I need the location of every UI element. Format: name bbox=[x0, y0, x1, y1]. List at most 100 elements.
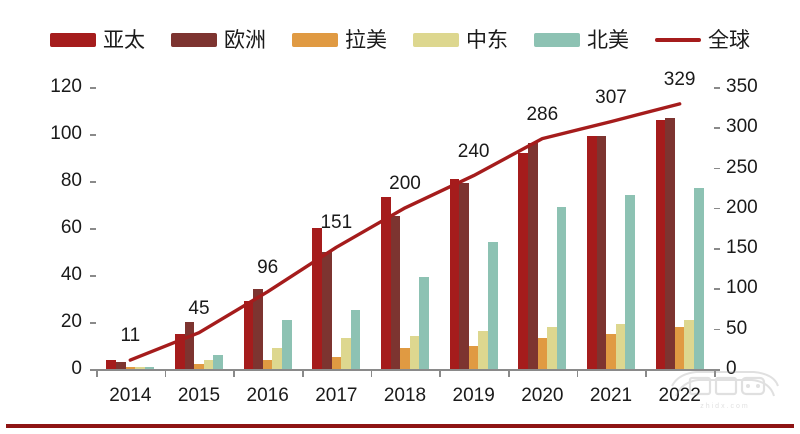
y-axis-right-tick-label: 200 bbox=[726, 196, 758, 218]
y-axis-right-tick-label: 50 bbox=[726, 317, 748, 339]
y-axis-left-tickmark bbox=[90, 322, 96, 324]
bar-中东-2016 bbox=[272, 347, 283, 369]
data-label-global-2019: 240 bbox=[457, 140, 490, 162]
y-axis-right-tick-label: 300 bbox=[726, 116, 758, 138]
x-axis-tickmark bbox=[96, 370, 98, 377]
y-axis-left-tick-label: 0 bbox=[71, 358, 82, 379]
legend-item-2[interactable]: 拉美 bbox=[292, 30, 387, 51]
y-axis-left-tick-label: 20 bbox=[60, 311, 82, 332]
x-axis-tickmark bbox=[164, 370, 167, 377]
bar-亚太-2014 bbox=[106, 359, 116, 369]
x-axis-tick-label: 2022 bbox=[658, 385, 701, 406]
legend-color-swatch-icon bbox=[292, 33, 338, 47]
legend-color-swatch-icon bbox=[50, 33, 96, 47]
y-axis-right-tickmark bbox=[714, 127, 720, 129]
data-label-global-2014: 11 bbox=[120, 325, 141, 347]
bar-欧洲-2016 bbox=[253, 289, 263, 369]
bar-北美-2014 bbox=[144, 366, 155, 369]
x-axis-tick-label: 2017 bbox=[315, 385, 358, 406]
x-axis-tickmark bbox=[439, 370, 441, 377]
bar-欧洲-2019 bbox=[459, 183, 469, 369]
bar-北美-2016 bbox=[282, 319, 292, 369]
y-axis-left-tickmark bbox=[90, 134, 96, 136]
data-label-global-2020: 286 bbox=[526, 103, 559, 125]
y-axis-right-tick-label: 150 bbox=[726, 237, 758, 259]
y-axis-left-tick-label: 40 bbox=[60, 264, 82, 285]
y-axis-left-tick-label: 60 bbox=[60, 217, 82, 238]
y-axis-left-tickmark bbox=[90, 275, 96, 277]
bar-亚太-2019 bbox=[449, 178, 460, 369]
legend-color-swatch-icon bbox=[171, 33, 217, 47]
bar-亚太-2016 bbox=[243, 300, 254, 369]
y-axis-left-tick-label: 80 bbox=[60, 170, 82, 191]
bar-欧洲-2017 bbox=[321, 251, 332, 369]
data-label-global-2018: 200 bbox=[389, 172, 421, 194]
x-axis-tickmark bbox=[714, 370, 716, 377]
x-axis-tickmark bbox=[302, 370, 304, 377]
bar-亚太-2022 bbox=[655, 119, 666, 369]
bar-拉美-2020 bbox=[537, 338, 548, 369]
chart-legend: 亚太 欧洲 拉美 中东 北美 全球 bbox=[0, 22, 800, 58]
y-axis-right-tick-label: 250 bbox=[726, 156, 758, 178]
y-axis-right-tickmark bbox=[714, 248, 720, 250]
data-label-global-2016: 96 bbox=[257, 256, 279, 278]
x-axis-tick-label: 2021 bbox=[589, 385, 633, 406]
bar-中东-2018 bbox=[409, 336, 420, 369]
x-axis-tick-label: 2018 bbox=[383, 385, 427, 406]
y-axis-right-tickmark bbox=[714, 328, 720, 331]
x-axis-tick-label: 2016 bbox=[246, 385, 289, 406]
bar-欧洲-2020 bbox=[527, 143, 538, 369]
bar-拉美-2016 bbox=[262, 359, 273, 369]
data-label-global-2015: 45 bbox=[188, 297, 210, 319]
legend-item-1[interactable]: 欧洲 bbox=[171, 30, 266, 51]
data-label-global-2017: 151 bbox=[320, 212, 353, 234]
x-axis-tick-label: 2019 bbox=[452, 385, 495, 406]
axis-baseline bbox=[96, 369, 714, 371]
y-axis-right-tickmark bbox=[714, 207, 720, 210]
bar-北美-2022 bbox=[694, 188, 704, 369]
bar-北美-2015 bbox=[213, 354, 223, 369]
bar-亚太-2021 bbox=[587, 136, 597, 369]
bar-拉美-2014 bbox=[125, 366, 136, 369]
legend-item-4[interactable]: 北美 bbox=[534, 30, 629, 51]
legend-item-5[interactable]: 全球 bbox=[655, 30, 750, 51]
bar-北美-2017 bbox=[350, 310, 361, 369]
bar-拉美-2022 bbox=[674, 326, 685, 369]
bar-拉美-2018 bbox=[400, 347, 410, 369]
y-axis-left-tick-label: 120 bbox=[50, 76, 82, 97]
legend-color-swatch-icon bbox=[413, 33, 459, 47]
bar-欧洲-2022 bbox=[665, 117, 675, 369]
bar-中东-2017 bbox=[341, 338, 351, 369]
y-axis-right-tickmark bbox=[714, 288, 720, 290]
x-axis-tickmark bbox=[508, 370, 510, 377]
bar-亚太-2018 bbox=[381, 197, 391, 369]
x-axis-tick-label: 2015 bbox=[177, 385, 221, 406]
y-axis-right-tick-label: 350 bbox=[726, 76, 758, 97]
bar-亚太-2017 bbox=[312, 228, 322, 369]
legend-item-label: 欧洲 bbox=[224, 28, 266, 52]
bar-中东-2021 bbox=[615, 324, 626, 369]
legend-item-label: 亚太 bbox=[103, 28, 145, 52]
legend-item-3[interactable]: 中东 bbox=[413, 30, 508, 51]
legend-item-0[interactable]: 亚太 bbox=[50, 30, 145, 51]
y-axis-right-tickmark bbox=[714, 167, 720, 170]
legend-item-label: 中东 bbox=[466, 28, 508, 52]
y-axis-left-tickmark bbox=[90, 181, 96, 183]
bar-中东-2022 bbox=[684, 319, 695, 369]
legend-item-label: 全球 bbox=[708, 28, 750, 52]
y-axis-left-tick-label: 100 bbox=[50, 123, 82, 144]
bar-北美-2021 bbox=[625, 195, 635, 369]
bar-欧洲-2021 bbox=[596, 136, 607, 369]
legend-item-label: 拉美 bbox=[345, 28, 387, 52]
y-axis-right-tick-label: 100 bbox=[726, 277, 758, 299]
x-axis-tickmark bbox=[233, 370, 235, 377]
bottom-rule-divider bbox=[6, 424, 794, 428]
bar-北美-2019 bbox=[488, 242, 498, 369]
x-axis-tickmark bbox=[576, 370, 579, 377]
data-label-global-2022: 329 bbox=[663, 68, 696, 90]
bar-中东-2020 bbox=[547, 326, 557, 369]
watermark-zhidx: zhidx.com bbox=[666, 366, 784, 412]
svg-text:zhidx.com: zhidx.com bbox=[700, 403, 750, 410]
legend-line-swatch-icon bbox=[655, 33, 701, 47]
